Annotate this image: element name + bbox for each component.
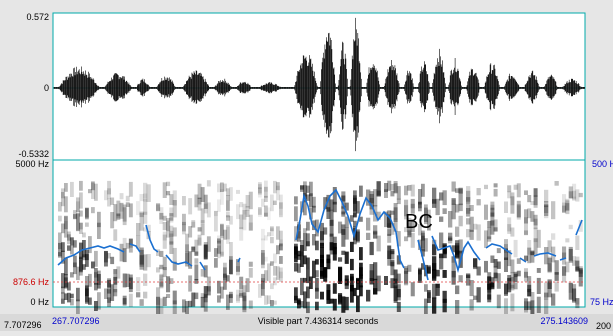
spectrogram-bottom-freq-label: 0 Hz: [30, 297, 49, 307]
spectrogram-energy: [58, 180, 583, 319]
visible-start-time: 267.707296: [52, 316, 100, 326]
waveform-min-label: -0.5332: [18, 149, 49, 159]
pitch-bottom-label: 75 Hz: [590, 297, 613, 307]
pitch-top-label: 500 H: [592, 159, 613, 169]
waveform-trace: [53, 17, 585, 152]
annotation-label: BC: [405, 211, 433, 233]
time-bar[interactable]: [0, 314, 613, 331]
pitch-contour: [57, 188, 583, 281]
outer-end-time: 200: [596, 321, 611, 331]
waveform-zero-label: 0: [44, 83, 49, 93]
visible-duration-label: Visible part 7.436314 seconds: [258, 316, 379, 326]
spectrogram-top-freq-label: 5000 Hz: [15, 159, 49, 169]
waveform-max-label: 0.572: [26, 12, 49, 22]
cursor-freq-label: 876.6 Hz: [13, 277, 50, 287]
spectrogram-panel[interactable]: [52, 159, 586, 308]
outer-start-time: 7.707296: [4, 320, 42, 330]
visible-end-time: 275.143609: [540, 316, 588, 326]
